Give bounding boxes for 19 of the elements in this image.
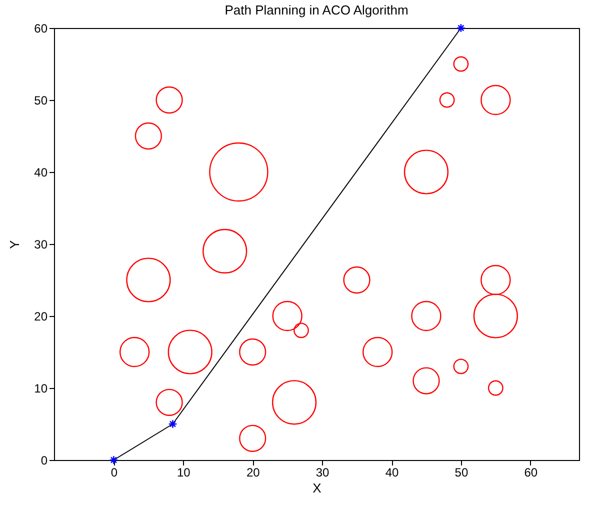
y-tick-label: 10 — [34, 382, 48, 396]
x-tick-label: 20 — [246, 466, 260, 480]
chart-title: Path Planning in ACO Algorithm — [224, 2, 408, 18]
x-axis-title: X — [312, 480, 322, 496]
y-tick-label: 50 — [34, 94, 48, 108]
point — [168, 419, 178, 429]
x-tick-label: 60 — [524, 466, 538, 480]
x-tick-label: 0 — [110, 466, 118, 480]
y-tick-label: 40 — [34, 166, 48, 180]
y-tick-label: 30 — [34, 238, 48, 252]
point — [456, 23, 466, 33]
y-tick-label: 60 — [34, 22, 48, 36]
x-tick-label: 10 — [176, 466, 191, 480]
x-tick-label: 50 — [454, 466, 468, 480]
y-tick-label: 0 — [40, 454, 48, 468]
y-axis-title: Y — [7, 240, 22, 249]
x-tick-label: 30 — [316, 466, 330, 480]
x-tick-label: 40 — [385, 466, 399, 480]
y-tick-label: 20 — [34, 310, 48, 324]
